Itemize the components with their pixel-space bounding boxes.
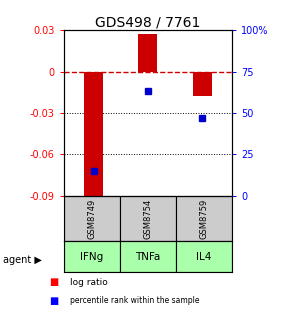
Bar bbox=[84, 72, 103, 199]
Bar bbox=[64, 241, 120, 272]
Bar bbox=[193, 72, 212, 96]
Bar bbox=[176, 196, 232, 241]
Text: GSM8759: GSM8759 bbox=[200, 198, 209, 239]
Bar bbox=[138, 34, 157, 72]
Text: log ratio: log ratio bbox=[70, 278, 107, 287]
Bar bbox=[64, 196, 120, 241]
Title: GDS498 / 7761: GDS498 / 7761 bbox=[95, 15, 201, 29]
Bar bbox=[176, 241, 232, 272]
Text: percentile rank within the sample: percentile rank within the sample bbox=[70, 296, 199, 305]
Text: ■: ■ bbox=[49, 277, 59, 287]
Text: GSM8754: GSM8754 bbox=[143, 198, 153, 239]
Bar bbox=[120, 241, 176, 272]
Text: agent ▶: agent ▶ bbox=[3, 255, 42, 265]
Text: ■: ■ bbox=[49, 296, 59, 306]
Text: GSM8749: GSM8749 bbox=[87, 198, 96, 239]
Text: IL4: IL4 bbox=[196, 252, 212, 262]
Bar bbox=[120, 196, 176, 241]
Text: TNFa: TNFa bbox=[135, 252, 161, 262]
Text: IFNg: IFNg bbox=[80, 252, 104, 262]
